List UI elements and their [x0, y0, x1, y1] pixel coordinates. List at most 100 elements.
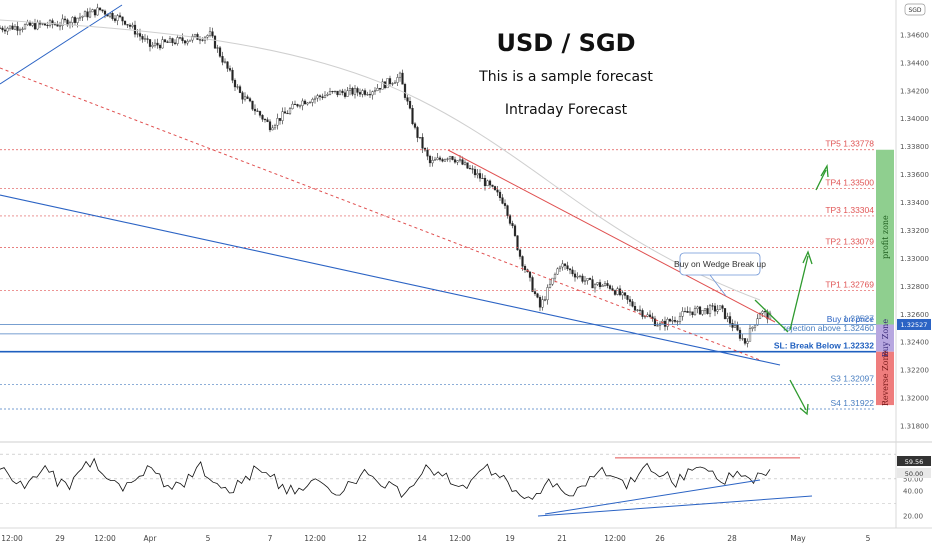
- candle-body: [358, 92, 362, 95]
- candle-body: [46, 25, 49, 27]
- candle-body: [588, 278, 592, 280]
- candle: [196, 32, 199, 40]
- candle-body: [443, 159, 447, 162]
- candle: [698, 305, 702, 315]
- candle-body: [716, 309, 719, 312]
- candle-body: [166, 41, 169, 43]
- candle-body: [256, 110, 259, 112]
- candle: [686, 306, 689, 313]
- candle: [11, 22, 14, 31]
- candle: [646, 312, 649, 318]
- candle-body: [666, 319, 669, 327]
- candle: [386, 78, 389, 89]
- candle: [496, 186, 499, 197]
- candle-body: [763, 311, 767, 313]
- candle: [221, 51, 224, 66]
- candle: [6, 26, 9, 35]
- candle: [523, 264, 527, 273]
- last-price-tag: 1.32527: [897, 318, 931, 330]
- rsi-group: 20.00 40.00 50.00: [0, 453, 923, 520]
- candle-body: [91, 9, 94, 13]
- candle-body: [591, 279, 594, 289]
- time-tick-label: 7: [268, 534, 273, 543]
- candle: [283, 107, 287, 114]
- candle-body: [628, 299, 632, 302]
- candle-body: [43, 23, 47, 26]
- candle-body: [236, 86, 239, 88]
- candle-body: [336, 90, 339, 96]
- candle-body: [633, 306, 637, 311]
- candle-body: [103, 10, 107, 15]
- candle-body: [446, 158, 449, 160]
- candle-body: [541, 299, 544, 308]
- candle: [456, 160, 459, 166]
- candle: [336, 90, 339, 98]
- candle: [308, 100, 312, 104]
- candle-body: [678, 316, 682, 322]
- candle-body: [558, 266, 562, 270]
- candle: [133, 20, 137, 38]
- candle-body: [261, 115, 264, 120]
- candle: [186, 39, 189, 46]
- candle-body: [613, 290, 617, 295]
- candle: [168, 36, 172, 43]
- candle: [536, 292, 539, 299]
- candle: [666, 317, 669, 331]
- price-tick-label: 1.33000: [900, 255, 929, 263]
- candle: [598, 279, 602, 290]
- candle: [716, 304, 719, 315]
- candle: [356, 86, 359, 97]
- candle-body: [721, 305, 724, 309]
- candle-body: [208, 31, 212, 36]
- candle-body: [301, 100, 304, 106]
- candle-body: [608, 285, 612, 289]
- candle-body: [143, 38, 147, 40]
- candle-body: [483, 177, 487, 187]
- symbol-badge[interactable]: SGD: [904, 3, 926, 16]
- candle-body: [128, 24, 132, 27]
- candle: [231, 67, 234, 84]
- candle: [501, 194, 504, 205]
- candle-body: [481, 177, 484, 179]
- time-tick-label: May: [790, 534, 806, 543]
- candle-body: [246, 96, 249, 99]
- candle: [173, 39, 177, 46]
- candle-body: [501, 197, 504, 204]
- symbol-badge-label: SGD: [908, 7, 921, 14]
- candle-body: [548, 283, 552, 288]
- candle-body: [691, 311, 694, 316]
- candle: [443, 158, 447, 162]
- candle: [393, 80, 397, 84]
- candle-body: [413, 123, 417, 128]
- candle: [241, 90, 244, 104]
- candle-body: [318, 95, 322, 97]
- candle: [446, 157, 449, 162]
- dashed-trendline: [0, 67, 761, 361]
- candle-body: [416, 127, 419, 138]
- time-tick-label: Apr: [144, 534, 158, 543]
- candle: [736, 321, 739, 332]
- candle: [3, 25, 7, 35]
- candle-body: [403, 84, 407, 98]
- candle-body: [293, 103, 297, 105]
- candle: [158, 43, 162, 51]
- candle: [148, 39, 152, 52]
- candle-body: [746, 340, 749, 344]
- candle: [756, 314, 759, 326]
- candle: [713, 303, 717, 317]
- price-tick-label: 1.34200: [900, 87, 929, 95]
- candle: [746, 338, 749, 348]
- candle: [418, 137, 422, 140]
- time-tick-label: 21: [557, 534, 567, 543]
- candle-body: [738, 329, 742, 339]
- candle: [751, 326, 754, 332]
- candle: [416, 125, 419, 143]
- candle-body: [693, 308, 697, 316]
- candle-body: [543, 299, 547, 301]
- candle-body: [536, 293, 539, 298]
- candle: [703, 308, 707, 315]
- candle: [58, 21, 62, 31]
- candle: [478, 169, 482, 182]
- levels-group: TP5 1.33778 TP4 1.33500 TP3 1.33304 TP2 1.3…: [0, 139, 876, 410]
